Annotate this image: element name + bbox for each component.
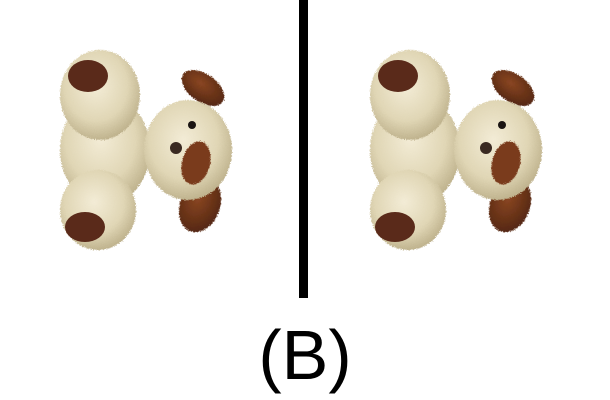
left-image-panel <box>0 0 300 300</box>
plush-puppy-image-right <box>310 0 610 300</box>
right-image-panel <box>310 0 610 300</box>
vertical-divider <box>299 0 308 298</box>
plush-puppy-image-left <box>0 0 300 300</box>
figure-caption: (B) <box>258 316 352 394</box>
